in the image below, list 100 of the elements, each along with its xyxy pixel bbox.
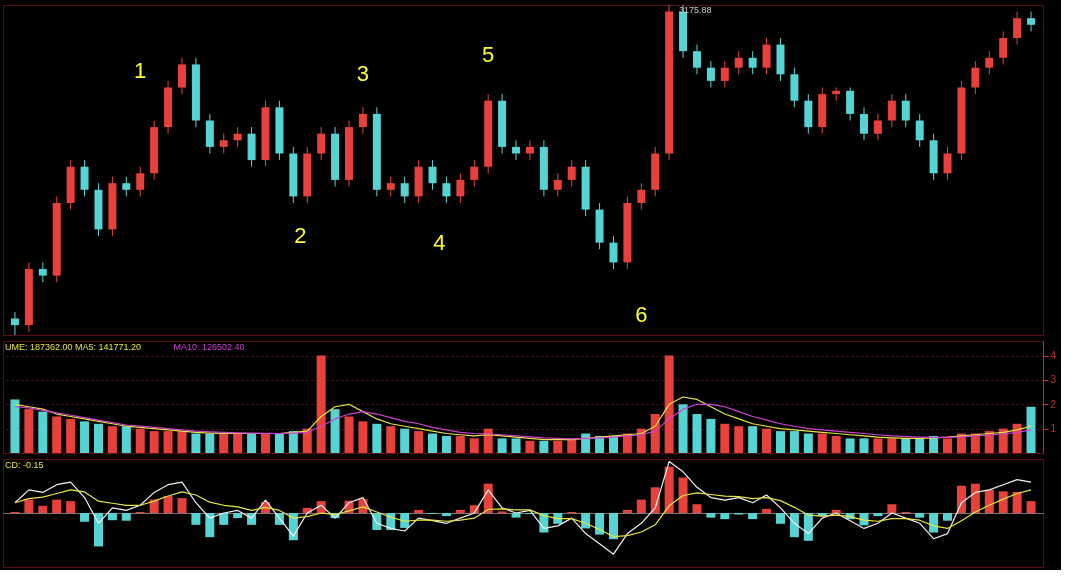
candlestick [219, 133, 228, 154]
annotation: 1 [134, 58, 147, 83]
bar [887, 504, 897, 513]
candlestick [720, 60, 729, 88]
bar [929, 513, 939, 533]
candlestick [553, 172, 562, 197]
candlestick [400, 176, 409, 204]
candlestick [1027, 11, 1036, 32]
annotation: 6 [635, 302, 648, 328]
candlestick [428, 159, 437, 191]
bar [859, 438, 869, 453]
bar [24, 499, 34, 513]
bar [274, 433, 284, 453]
line-series [14, 396, 1032, 441]
candlestick [985, 50, 994, 75]
bar [511, 438, 521, 453]
bar [93, 513, 103, 547]
y-tick-label: 1 [1050, 423, 1057, 435]
bar [233, 433, 243, 453]
bar [177, 498, 187, 513]
candlestick [873, 113, 882, 141]
bar [581, 433, 591, 453]
candlestick [706, 60, 715, 88]
bar [261, 433, 270, 453]
candlestick [358, 106, 367, 135]
bar [650, 414, 660, 453]
bar [163, 431, 173, 453]
bar [803, 433, 813, 453]
bar [1026, 501, 1036, 513]
annotation: MA10: 126502.40 [173, 342, 245, 352]
bar [1012, 491, 1022, 513]
bar [553, 440, 563, 453]
bar [595, 513, 605, 535]
bar [205, 513, 215, 538]
bar [817, 433, 827, 453]
candlestick [456, 172, 465, 204]
bar [428, 433, 438, 453]
candlestick [846, 87, 855, 121]
bar [191, 513, 201, 525]
candlestick [233, 126, 242, 148]
bar [511, 513, 521, 518]
candlestick [512, 139, 521, 161]
bar [734, 426, 744, 453]
bar [943, 438, 953, 453]
bar [873, 513, 883, 517]
bar [636, 499, 646, 513]
bar [984, 489, 994, 513]
candlestick [762, 37, 771, 75]
y-tick-label: 4 [1050, 350, 1057, 362]
bar [664, 355, 674, 453]
bar [915, 438, 925, 453]
bar [455, 509, 465, 513]
bar [52, 416, 62, 453]
candlestick [887, 93, 896, 128]
bar [219, 433, 229, 453]
bar [372, 423, 382, 453]
bar [706, 418, 716, 453]
bar [66, 418, 76, 453]
bar [52, 499, 62, 513]
bar [678, 477, 688, 513]
bar [692, 504, 702, 513]
bar [344, 416, 354, 453]
bar [748, 426, 758, 453]
bar [330, 409, 340, 453]
bar [38, 505, 48, 513]
bar [80, 421, 90, 453]
annotation: CD: -0.15 [5, 460, 44, 470]
bar [135, 428, 145, 453]
bar [400, 428, 410, 453]
candlestick [38, 261, 47, 283]
bar [539, 440, 549, 453]
bar [24, 409, 34, 453]
bar [706, 513, 716, 518]
bar [692, 414, 702, 453]
bar [525, 440, 535, 453]
candlestick [915, 113, 924, 148]
candlestick [692, 44, 701, 75]
candlestick [637, 182, 646, 211]
bar [608, 513, 618, 540]
candlestick [122, 176, 131, 197]
bar [233, 513, 243, 519]
bar [776, 431, 785, 453]
bar [789, 431, 799, 453]
candlestick [860, 106, 869, 141]
candlestick [136, 166, 145, 197]
bar [831, 435, 841, 453]
annotation: 4 [433, 229, 446, 255]
bar [720, 513, 730, 520]
bar [831, 509, 841, 513]
bar [316, 355, 326, 453]
bar [929, 435, 939, 453]
candlestick [971, 60, 980, 95]
y-tick-label: 2 [1050, 398, 1057, 410]
annotation: UME: 187362.00 MA5: 141771.20 [5, 342, 142, 352]
annotation: 5 [482, 41, 495, 67]
bar [38, 411, 48, 453]
candlestick [10, 311, 19, 336]
bar [762, 428, 772, 453]
candlestick [317, 126, 326, 161]
bar [247, 433, 257, 453]
